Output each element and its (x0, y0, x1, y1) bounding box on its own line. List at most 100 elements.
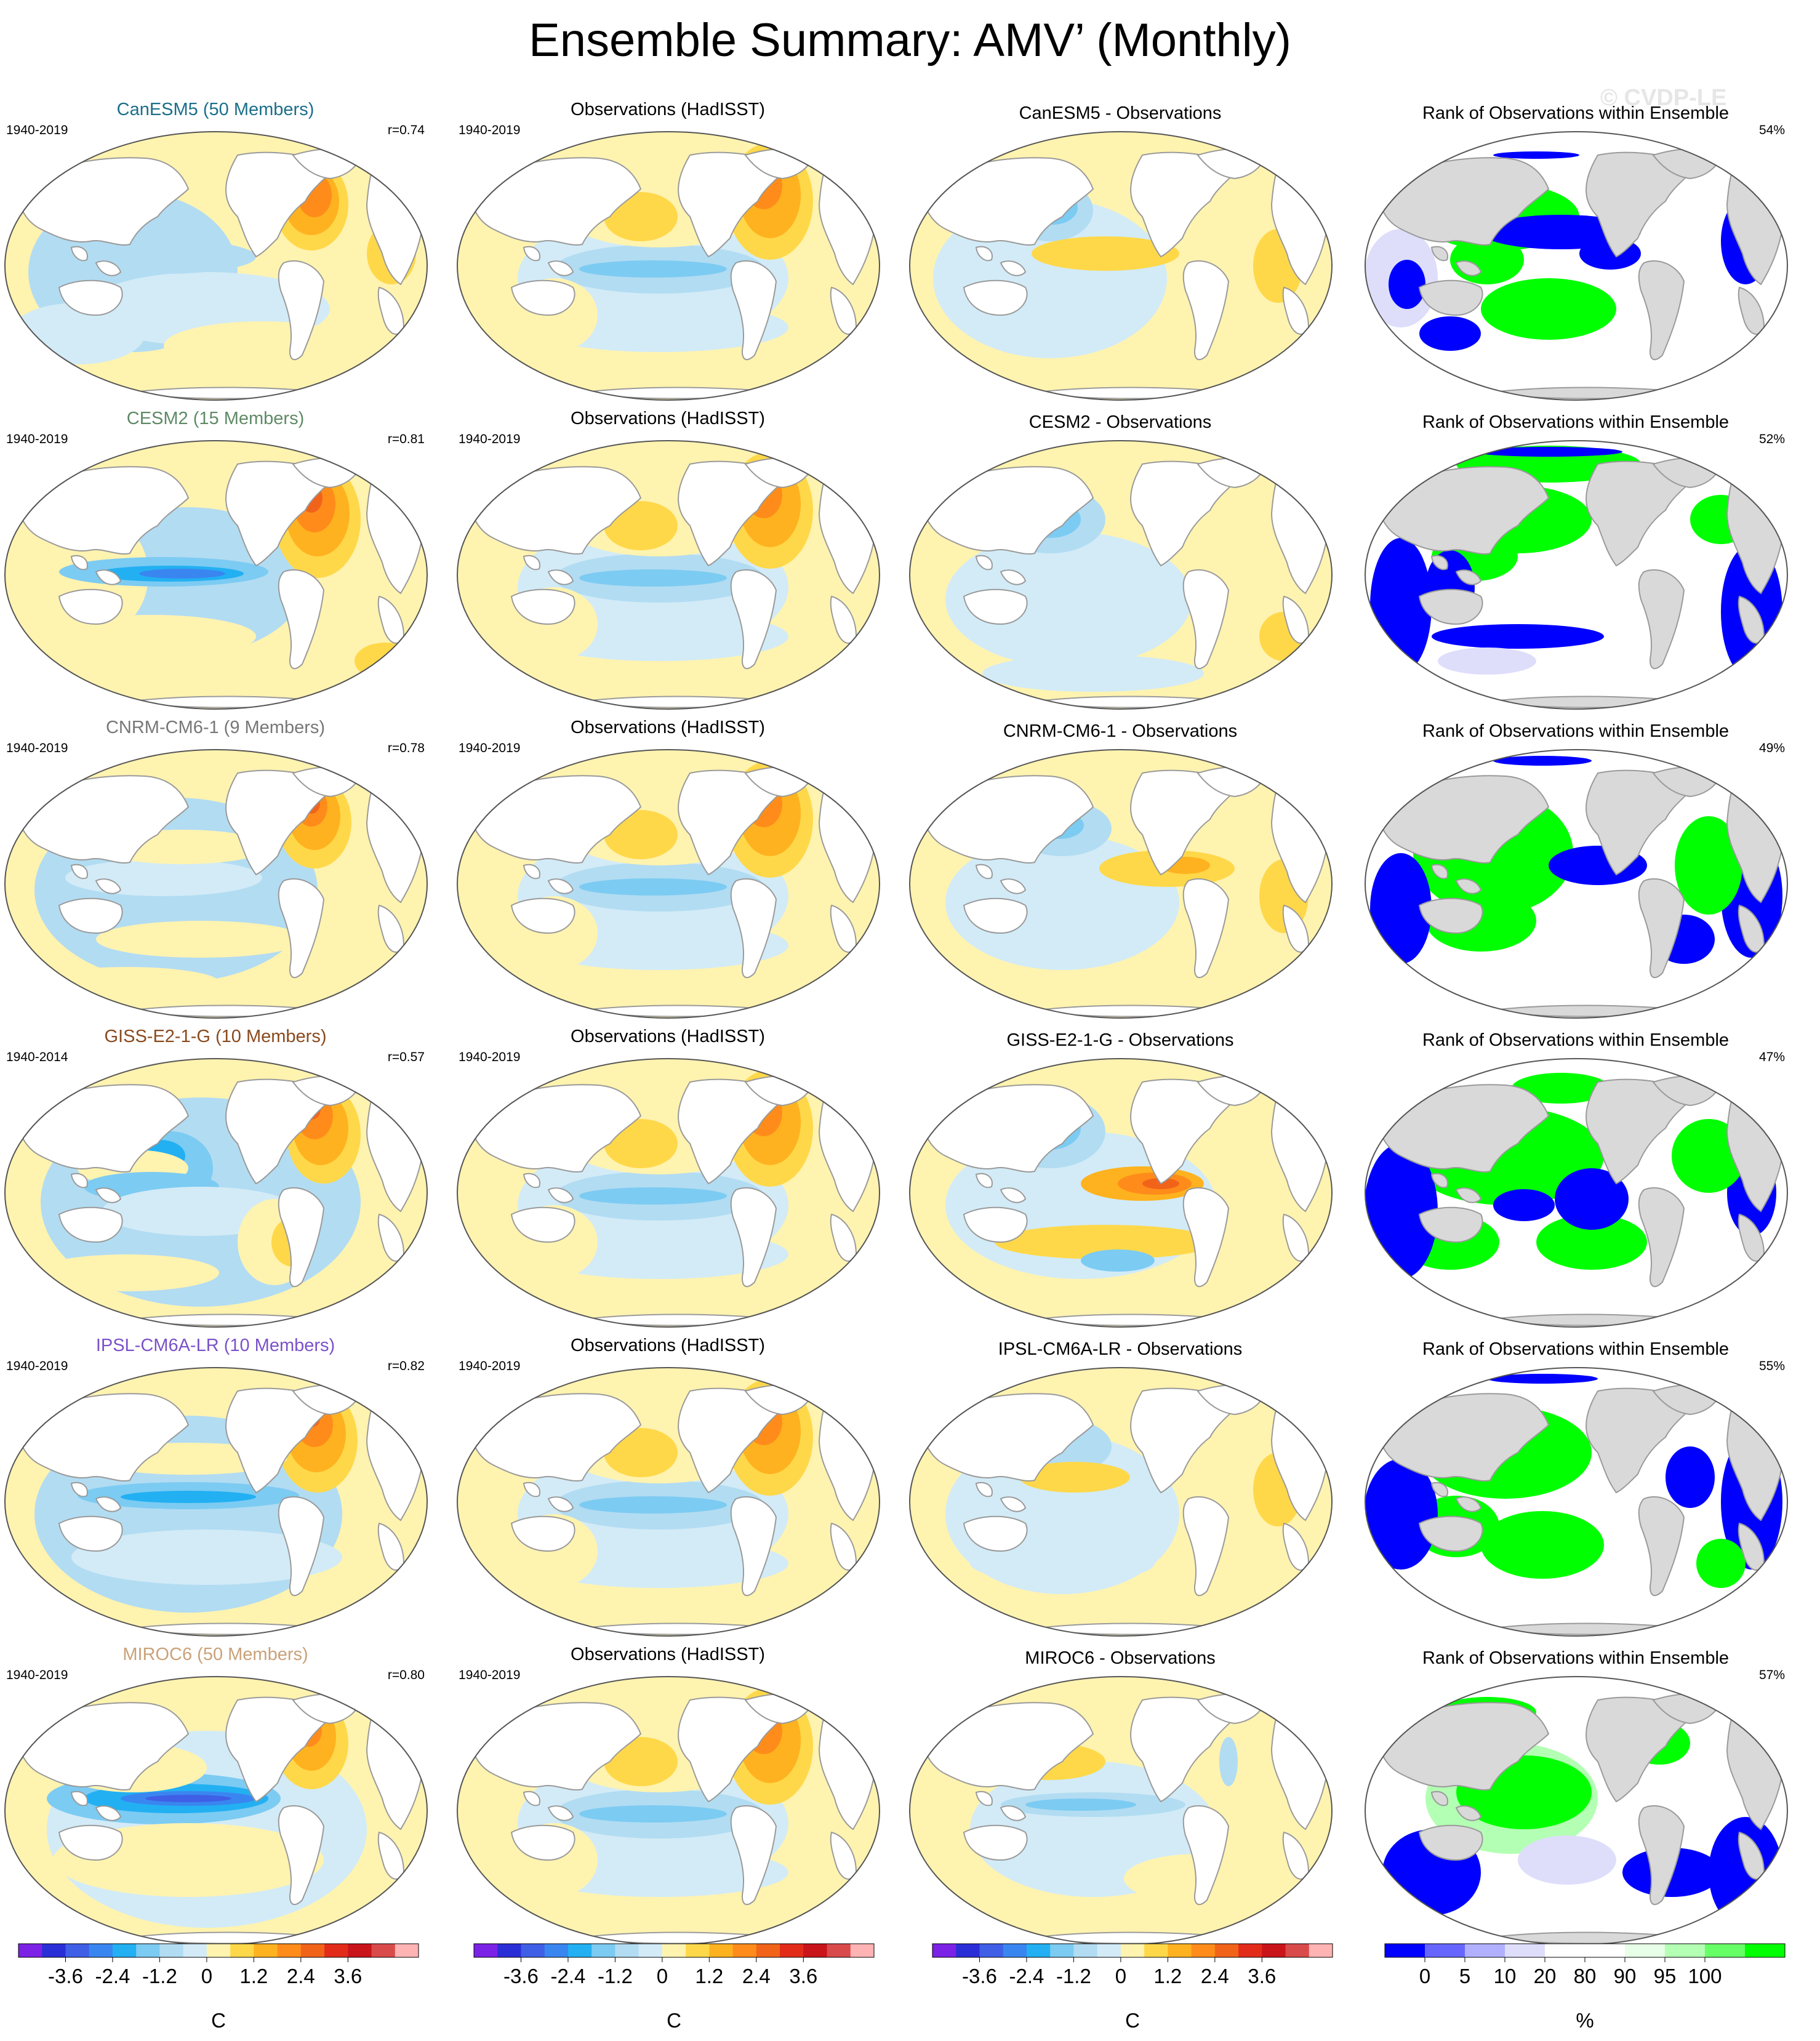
rank-percent: 49% (1758, 741, 1785, 755)
land-outlines (467, 457, 876, 708)
field-region (1475, 447, 1622, 457)
pattern-correlation: r=0.74 (387, 123, 425, 137)
field-region (121, 1491, 256, 1503)
model-panel: MIROC6 (50 Members) 1940-2019 r=0.80 (0, 1643, 431, 1951)
model-panel: CESM2 (15 Members) 1940-2019 r=0.81 (0, 407, 431, 715)
field-region (1025, 1798, 1136, 1811)
rank-title: Rank of Observations within Ensemble (1422, 1648, 1730, 1668)
colorbar-swatch (497, 1944, 521, 1957)
field-region (164, 321, 361, 371)
colorbar-swatch (42, 1944, 66, 1957)
difference-title: CanESM5 - Observations (1019, 103, 1222, 123)
colorbar-swatch (1665, 1944, 1706, 1957)
colorbar-tick-label: 1.2 (239, 1965, 268, 1987)
colorbar-obs-svg: -3.6 -2.4 -1.2 0 1.2 2.4 3.6 (473, 1943, 875, 1987)
obs-panel: Observations (HadISST) 1940-2019 (452, 407, 883, 715)
obs-title: Observations (HadISST) (571, 1645, 765, 1664)
field-region (71, 239, 256, 274)
rank-map-5 (1365, 1676, 1788, 1946)
model-period: 1940-2019 (6, 1668, 68, 1682)
field-region (970, 1545, 1155, 1582)
colorbar-swatch (1385, 1944, 1425, 1957)
colorbar-tick-label: 1.2 (1153, 1965, 1182, 1987)
rank-panel: Rank of Observations within Ensemble 47% (1360, 1025, 1791, 1333)
colorbar-swatch (348, 1944, 372, 1957)
rank-percent: 57% (1758, 1668, 1785, 1682)
figure-row: GISS-E2-1-G (10 Members) 1940-2014 r=0.57 O… (0, 1025, 1820, 1333)
pattern-correlation: r=0.80 (387, 1668, 425, 1682)
colorbar-tick-label: -1.2 (1056, 1965, 1091, 1987)
field-region (1493, 756, 1592, 766)
colorbar-tick-label: 0 (1115, 1965, 1126, 1987)
colorbar-swatch (1073, 1944, 1098, 1957)
land-outlines (15, 457, 423, 708)
rank-map-3 (1365, 1058, 1788, 1328)
difference-title: GISS-E2-1-G - Observations (1006, 1030, 1234, 1050)
obs-period: 1940-2019 (459, 1359, 521, 1373)
colorbar-swatch (1285, 1944, 1310, 1957)
map-border (1365, 1058, 1788, 1328)
colorbar-model-svg: -3.6 -2.4 -1.2 0 1.2 2.4 3.6 (18, 1943, 419, 1987)
page-title: Ensemble Summary: AMV’ (Monthly) (529, 14, 1291, 66)
colorbar-swatch (827, 1944, 851, 1957)
colorbar-swatch (112, 1944, 137, 1957)
rank-title: Rank of Observations within Ensemble (1422, 1030, 1730, 1050)
model-map-3 (4, 1058, 428, 1328)
map-border (909, 440, 1333, 710)
field-region (579, 878, 727, 896)
colorbar-swatch (803, 1944, 828, 1957)
field-region (1518, 1835, 1616, 1885)
colorbar-swatch (709, 1944, 734, 1957)
rank-panel: Rank of Observations within Ensemble 49% (1360, 716, 1791, 1024)
colorbar-rank: 0 5 10 20 80 90 95 100% (1384, 1943, 1786, 2036)
colorbar-swatch (1705, 1944, 1746, 1957)
map-border (4, 131, 428, 401)
colorbar-difference-svg: -3.6 -2.4 -1.2 0 1.2 2.4 3.6 (932, 1943, 1333, 1987)
colorbar-units: C (211, 2009, 226, 2032)
obs-title: Observations (HadISST) (571, 409, 765, 428)
obs-title: Observations (HadISST) (571, 1336, 765, 1355)
figure-row: IPSL-CM6A-LR (10 Members) 1940-2019 r=0.82… (0, 1334, 1820, 1642)
rank-title: Rank of Observations within Ensemble (1422, 1339, 1730, 1359)
colorbar-swatch (65, 1944, 90, 1957)
colorbar-swatch (732, 1944, 757, 1957)
field-region (1696, 1539, 1746, 1588)
difference-panel: CanESM5 - Observations (905, 98, 1336, 406)
colorbar-swatch (1050, 1944, 1074, 1957)
colorbar-swatch (300, 1944, 325, 1957)
land-outlines (467, 1075, 876, 1326)
colorbar-swatch (615, 1944, 639, 1957)
colorbar-tick-label: 2.4 (742, 1965, 771, 1987)
land-outlines (15, 148, 423, 399)
field-region (1438, 648, 1536, 675)
colorbar-units: % (1576, 2009, 1594, 2032)
pattern-correlation: r=0.57 (387, 1050, 425, 1064)
difference-title: CNRM-CM6-1 - Observations (1003, 721, 1238, 741)
field-region (1675, 816, 1742, 915)
obs-map-3 (457, 1058, 880, 1328)
colorbar-tick-label: -3.6 (962, 1965, 997, 1987)
field-region (34, 967, 219, 998)
obs-title: Observations (HadISST) (571, 100, 765, 119)
colorbar-swatch (183, 1944, 207, 1957)
colorbar-swatch (18, 1944, 42, 1957)
colorbar-swatch (1097, 1944, 1121, 1957)
colorbar-tick-label: 2.4 (1201, 1965, 1229, 1987)
figure-row: CNRM-CM6-1 (9 Members) 1940-2019 r=0.78 Obs… (0, 716, 1820, 1024)
diff-map-4 (909, 1367, 1333, 1637)
colorbar-tick-label: 5 (1459, 1965, 1470, 1987)
rank-percent: 54% (1758, 123, 1785, 137)
colorbar-tick-label: 3.6 (789, 1965, 817, 1987)
land-outlines (920, 457, 1328, 708)
figure-row: CanESM5 (50 Members) 1940-2019 r=0.74 Obser… (0, 98, 1820, 406)
rank-map-0 (1365, 131, 1788, 401)
rank-panel: Rank of Observations within Ensemble 55% (1360, 1334, 1791, 1642)
difference-panel: MIROC6 - Observations (905, 1643, 1336, 1951)
field-region (1389, 260, 1425, 309)
colorbar-difference: -3.6 -2.4 -1.2 0 1.2 2.4 3.6 C (932, 1943, 1333, 2036)
colorbar-tick-label: -3.6 (503, 1965, 539, 1987)
field-region (1419, 316, 1481, 351)
colorbar-swatch (686, 1944, 710, 1957)
obs-title: Observations (HadISST) (571, 1027, 765, 1046)
figure-row: CESM2 (15 Members) 1940-2019 r=0.81 Observa… (0, 407, 1820, 715)
